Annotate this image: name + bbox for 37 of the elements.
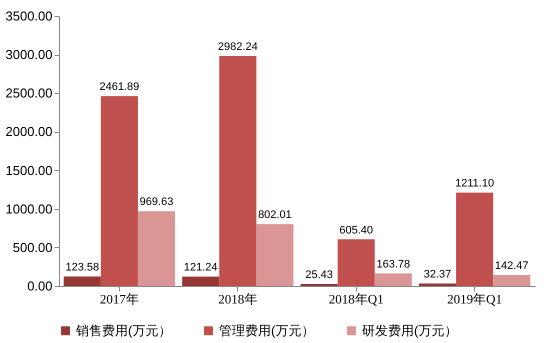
y-tick-label: 2000.00 bbox=[6, 124, 52, 140]
bar bbox=[182, 276, 220, 286]
bar bbox=[256, 224, 294, 286]
data-label: 142.47 bbox=[494, 260, 529, 272]
y-tick-label: 500.00 bbox=[12, 240, 52, 255]
y-tick-label: 3500.00 bbox=[6, 8, 52, 24]
bar bbox=[138, 211, 176, 286]
data-label: 2982.24 bbox=[218, 40, 258, 53]
bar bbox=[493, 275, 530, 286]
y-tick-label: 1000.00 bbox=[6, 201, 52, 216]
y-tick-label: 0.00 bbox=[27, 278, 52, 294]
x-tick-label: 2018年 bbox=[218, 292, 258, 306]
legend-label: 研发费用(万元） bbox=[362, 322, 458, 338]
data-label: 605.40 bbox=[339, 224, 374, 236]
bar bbox=[100, 96, 138, 286]
data-label: 121.24 bbox=[184, 262, 218, 274]
data-label: 123.58 bbox=[65, 261, 100, 274]
data-label: 969.63 bbox=[140, 196, 174, 208]
y-tick-label: 2500.00 bbox=[6, 86, 52, 101]
x-tick-label: 2019年Q1 bbox=[447, 292, 502, 306]
data-label: 32.37 bbox=[424, 268, 452, 281]
data-label: 25.43 bbox=[305, 269, 333, 282]
bar bbox=[219, 56, 256, 286]
data-label: 163.78 bbox=[376, 258, 410, 270]
legend-label: 销售费用(万元） bbox=[75, 322, 172, 338]
bar bbox=[338, 239, 375, 286]
bar bbox=[456, 192, 494, 286]
legend-label: 管理费用(万元） bbox=[219, 322, 314, 338]
bar bbox=[64, 276, 101, 286]
data-label: 1211.10 bbox=[455, 178, 494, 190]
x-tick-label: 2018年Q1 bbox=[328, 292, 384, 306]
y-tick-label: 3000.00 bbox=[6, 47, 52, 62]
x-tick-label: 2017年 bbox=[100, 292, 139, 306]
y-tick-label: 1500.00 bbox=[6, 162, 52, 178]
bar bbox=[374, 273, 412, 286]
data-label: 2461.89 bbox=[100, 81, 140, 94]
data-label: 802.01 bbox=[258, 209, 292, 222]
